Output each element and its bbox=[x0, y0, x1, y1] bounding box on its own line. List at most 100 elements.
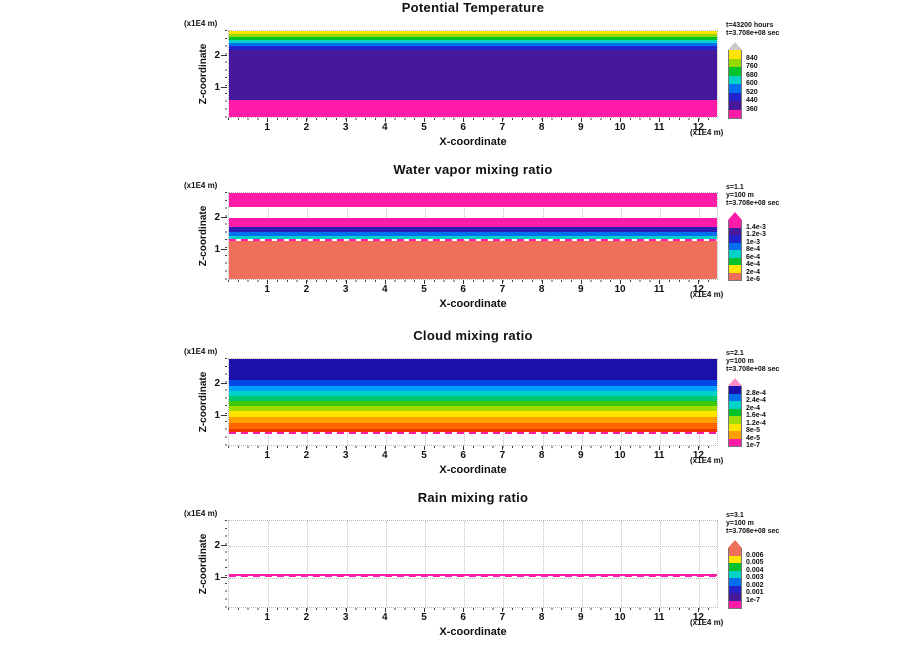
colorbar-cell bbox=[729, 593, 741, 601]
colorbar-label: 1e-7 bbox=[746, 442, 761, 449]
x-tick-mark bbox=[541, 118, 543, 122]
colorbar-cells bbox=[728, 548, 742, 609]
colorbar-label: 520 bbox=[746, 88, 758, 96]
y-minor-ticks bbox=[225, 358, 227, 446]
panel-2: Water vapor mixing ratio (x1E4 m) Z-coordi… bbox=[0, 162, 904, 324]
x-tick-label: 10 bbox=[614, 284, 626, 295]
x-axis-label: X-coordinate bbox=[439, 136, 507, 148]
x-minor-ticks bbox=[228, 280, 718, 282]
colorbar-cell bbox=[729, 92, 741, 101]
x-axis-unit-label: (x1E4 m) bbox=[690, 456, 724, 465]
grid-line-vertical bbox=[307, 521, 309, 607]
grid-line-vertical bbox=[268, 521, 270, 607]
x-tick-mark bbox=[620, 118, 621, 122]
x-tick-label: 11 bbox=[653, 122, 665, 133]
y-tick-mark bbox=[221, 86, 227, 88]
contour-fill-band bbox=[229, 434, 717, 445]
x-tick-mark bbox=[306, 118, 308, 122]
x-tick-mark bbox=[384, 280, 386, 284]
annotation-line: t=3.708e+08 sec bbox=[726, 30, 780, 37]
colorbar-cell bbox=[729, 67, 741, 76]
x-axis-unit-label: (x1E4 m) bbox=[690, 290, 724, 299]
x-tick-mark bbox=[267, 446, 269, 450]
colorbar-label: 2.4e-4 bbox=[746, 397, 766, 404]
colorbar-cell bbox=[729, 600, 741, 608]
x-tick-mark bbox=[424, 280, 425, 284]
x-tick-label: 4 bbox=[382, 122, 388, 133]
x-tick-mark bbox=[659, 118, 661, 122]
contour-fill-band bbox=[229, 411, 717, 418]
contour-fill-band bbox=[229, 574, 717, 577]
x-tick-label: 6 bbox=[460, 612, 466, 623]
colorbar-label: 4e-5 bbox=[746, 434, 761, 442]
colorbar-label: 8e-4 bbox=[746, 246, 761, 253]
x-tick-label: 3 bbox=[342, 122, 349, 133]
annotation-block: s=1.1 y=100 m t=3.708e+08 sec bbox=[726, 184, 846, 208]
colorbar-label: 0.005 bbox=[746, 559, 764, 566]
x-axis-unit-label: (x1E4 m) bbox=[690, 128, 724, 137]
y-tick-mark bbox=[221, 414, 227, 416]
contour-fill-band bbox=[229, 99, 717, 117]
annotation-block: s=3.1 y=100 m t=3.708e+08 sec bbox=[726, 512, 846, 536]
y-tick-label: 1 bbox=[214, 409, 220, 421]
annotation-line: y=100 m bbox=[726, 358, 754, 365]
contour-fill-band bbox=[229, 379, 717, 386]
x-tick-mark bbox=[580, 446, 582, 450]
x-tick-mark bbox=[306, 608, 308, 612]
contour-band-stack bbox=[229, 31, 717, 117]
contour-fill-band bbox=[229, 521, 717, 574]
colorbar-label: 360 bbox=[746, 105, 758, 113]
x-tick-mark bbox=[384, 608, 386, 612]
plot-area bbox=[228, 520, 718, 608]
contour-line-band bbox=[229, 576, 717, 578]
colorbar-cell bbox=[729, 563, 741, 571]
x-tick-mark bbox=[580, 608, 582, 612]
contour-fill-band bbox=[229, 406, 717, 412]
x-tick-label: 12 bbox=[692, 612, 704, 623]
x-tick-label: 1 bbox=[264, 450, 270, 461]
contour-fill-band bbox=[229, 235, 717, 240]
contour-fill-band bbox=[229, 46, 717, 50]
contour-fill-band bbox=[229, 31, 717, 34]
y-axis-label: Z-coordinate bbox=[198, 533, 209, 595]
contour-fill-band bbox=[229, 49, 717, 100]
y-tick-mark bbox=[221, 576, 227, 578]
contour-fill-band bbox=[229, 207, 717, 218]
x-tick-label: 5 bbox=[421, 284, 427, 295]
colorbar-cell bbox=[729, 578, 741, 586]
colorbar-label: 1.2e-3 bbox=[746, 231, 766, 238]
x-tick-label: 5 bbox=[421, 450, 427, 461]
x-tick-label: 10 bbox=[614, 122, 626, 133]
annotation-block: s=2.1 y=100 m t=3.708e+08 sec bbox=[726, 350, 846, 374]
colorbar-cell bbox=[729, 401, 741, 409]
colorbar-cell bbox=[729, 75, 741, 84]
x-tick-mark bbox=[659, 280, 661, 284]
contour-fill-band bbox=[229, 390, 717, 396]
colorbar-cell bbox=[729, 408, 741, 416]
colorbar-label: 0.004 bbox=[746, 566, 764, 574]
x-tick-label: 8 bbox=[538, 284, 545, 295]
contour-band-stack bbox=[229, 521, 717, 607]
x-tick-label: 10 bbox=[614, 612, 626, 623]
colorbar-label: 760 bbox=[746, 63, 758, 70]
grid-line-vertical bbox=[542, 521, 544, 607]
colorbar-label: 1.4e-3 bbox=[746, 223, 766, 231]
colorbar bbox=[728, 212, 742, 281]
x-tick-label: 9 bbox=[578, 612, 584, 623]
panel-3: Cloud mixing ratio (x1E4 m) Z-coordinate 1 2… bbox=[0, 328, 904, 490]
x-tick-mark bbox=[424, 608, 425, 612]
x-tick-mark bbox=[345, 446, 347, 450]
x-tick-label: 5 bbox=[421, 612, 427, 623]
x-tick-label: 10 bbox=[614, 450, 626, 461]
x-axis-label: X-coordinate bbox=[439, 298, 507, 310]
annotation-line: y=100 m bbox=[726, 520, 754, 527]
grid-line-vertical bbox=[581, 521, 583, 607]
colorbar-cells bbox=[728, 386, 742, 447]
y-axis-label: Z-coordinate bbox=[198, 43, 209, 105]
annotation-line: s=1.1 bbox=[726, 184, 744, 191]
contour-fill-band bbox=[229, 395, 717, 402]
x-tick-label: 9 bbox=[578, 450, 584, 461]
colorbar-cell bbox=[729, 50, 741, 59]
x-tick-mark bbox=[502, 608, 504, 612]
contour-fill-band bbox=[229, 217, 717, 227]
